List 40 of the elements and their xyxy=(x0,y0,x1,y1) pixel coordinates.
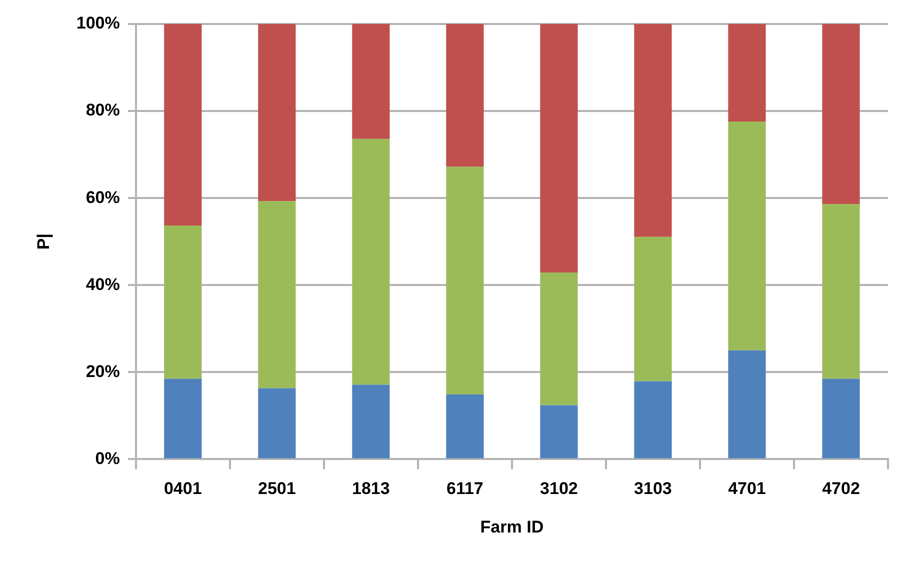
x-axis-title: Farm ID xyxy=(480,517,544,536)
bar xyxy=(822,24,860,204)
bar xyxy=(164,24,202,226)
y-tick-label: 100% xyxy=(76,14,120,33)
bar xyxy=(164,226,202,379)
bar xyxy=(728,24,766,122)
y-tick-label: 20% xyxy=(86,362,120,381)
x-tick-label: 3103 xyxy=(634,479,672,498)
x-tick-label: 0401 xyxy=(164,479,202,498)
bar xyxy=(164,378,202,458)
y-tick-label: 60% xyxy=(86,188,120,207)
bar xyxy=(446,166,484,394)
y-axis-title: P| xyxy=(34,234,53,250)
x-tick-label: 1813 xyxy=(352,479,390,498)
bar xyxy=(540,405,578,458)
bar xyxy=(634,381,672,458)
bar xyxy=(540,24,578,272)
bar xyxy=(352,384,390,458)
x-tick-label: 3102 xyxy=(540,479,578,498)
y-tick-label: 40% xyxy=(86,274,120,294)
x-tick-label: 4702 xyxy=(822,479,860,498)
bar xyxy=(352,138,390,385)
y-tick-label: 80% xyxy=(86,100,120,120)
bar xyxy=(822,204,860,379)
y-tick-label: 0% xyxy=(95,448,120,468)
x-tick-label: 4701 xyxy=(728,479,766,498)
bar xyxy=(540,272,578,406)
bar xyxy=(634,24,672,237)
bar xyxy=(446,394,484,458)
bar xyxy=(634,236,672,382)
bar xyxy=(258,24,296,202)
bar xyxy=(446,24,484,167)
bar xyxy=(352,24,390,139)
x-tick-label: 2501 xyxy=(258,479,296,498)
x-tick-label: 6117 xyxy=(446,479,484,498)
bar xyxy=(728,121,766,350)
bar xyxy=(258,201,296,388)
bar xyxy=(822,378,860,458)
bar xyxy=(258,388,296,458)
bar xyxy=(728,350,766,458)
